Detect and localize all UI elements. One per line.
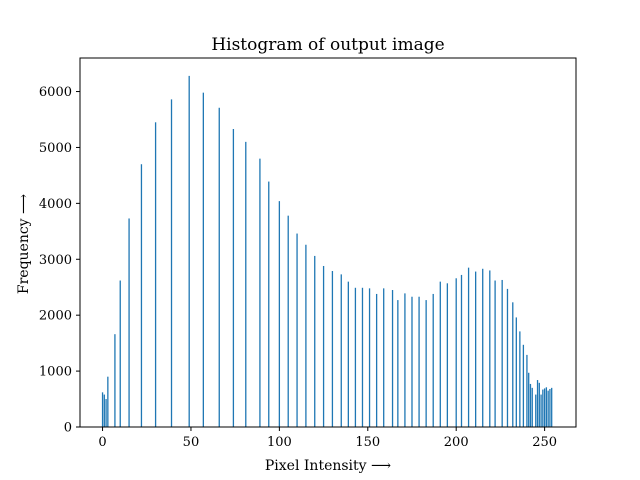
histogram-bar	[494, 280, 496, 427]
histogram-bar	[425, 300, 427, 427]
histogram-bar	[542, 389, 544, 427]
histogram-bar	[259, 158, 261, 427]
histogram-bar	[354, 287, 357, 427]
histogram-bar	[107, 376, 109, 427]
histogram-bar	[103, 394, 105, 427]
histogram-bar	[538, 382, 540, 427]
histogram-bar	[128, 218, 130, 427]
histogram-bar	[314, 255, 316, 427]
histogram-bar	[455, 278, 457, 427]
histogram-bar	[529, 383, 532, 427]
histogram-bar	[154, 122, 157, 428]
x-tick-label: 200	[444, 435, 469, 450]
histogram-bar	[446, 283, 449, 427]
histogram-bar	[467, 267, 470, 427]
y-tick-label: 5000	[39, 141, 72, 156]
histogram-bar	[331, 271, 334, 427]
x-tick-label: 250	[532, 435, 557, 450]
x-tick-label: 50	[183, 435, 200, 450]
histogram-bar	[531, 387, 533, 427]
histogram-bar	[432, 293, 434, 427]
histogram-bars	[101, 75, 553, 428]
histogram-bar	[460, 274, 463, 427]
y-tick-label: 4000	[39, 197, 72, 212]
histogram-bar	[245, 141, 247, 428]
histogram-bar	[543, 388, 546, 427]
histogram-bar	[119, 280, 121, 427]
histogram-bar	[322, 265, 325, 427]
histogram-bar	[268, 181, 270, 427]
y-tick-label: 1000	[39, 365, 72, 380]
histogram-bar	[515, 317, 517, 427]
histogram-bar	[535, 394, 537, 427]
histogram-bar	[489, 270, 491, 427]
plot-frame	[79, 57, 577, 428]
y-axis-label: Frequency ⟶	[16, 194, 32, 294]
x-tick-label: 100	[267, 435, 292, 450]
histogram-bar	[439, 281, 441, 427]
histogram-bar	[105, 399, 107, 427]
histogram-bar	[512, 302, 514, 427]
histogram-bar	[232, 129, 235, 427]
histogram-bar	[522, 344, 525, 427]
histogram-bar	[482, 268, 484, 427]
histogram-bar	[528, 372, 530, 427]
x-tick-label: 0	[98, 435, 106, 450]
histogram-bar	[202, 92, 204, 427]
histogram-bar	[368, 288, 371, 427]
histogram-bar	[545, 387, 548, 427]
histogram-bar	[536, 380, 539, 427]
y-tick-label: 0	[64, 421, 72, 436]
histogram-bar	[404, 293, 406, 427]
y-tick-label: 3000	[39, 253, 72, 268]
x-axis-label: Pixel Intensity ⟶	[265, 458, 391, 474]
y-tick-label: 6000	[39, 85, 72, 100]
chart-title: Histogram of output image	[211, 35, 444, 55]
histogram-bar	[375, 293, 378, 427]
histogram-bar	[391, 290, 394, 427]
histogram-bar	[526, 354, 528, 427]
histogram-bar	[305, 244, 307, 427]
histogram-bar	[218, 107, 220, 427]
histogram-bar	[547, 390, 549, 427]
histogram-bar	[411, 296, 413, 427]
y-axis-ticks: 0 1000 2000 3000 4000 5000 6000	[39, 85, 80, 436]
histogram-bar	[101, 392, 104, 427]
histogram-bar	[551, 387, 553, 427]
y-tick-label: 2000	[39, 309, 72, 324]
histogram-bar	[340, 274, 342, 427]
histogram-bar	[418, 296, 420, 427]
x-axis-ticks: 0 50 100 150 200 250	[98, 427, 557, 450]
x-tick-label: 150	[355, 435, 380, 450]
histogram-bar	[506, 288, 509, 427]
histogram-bar	[540, 394, 542, 427]
histogram-bar	[549, 388, 551, 427]
histogram-bar	[296, 233, 298, 427]
histogram-bar	[278, 201, 281, 427]
histogram-bar	[188, 75, 190, 427]
histogram-bar	[361, 287, 364, 427]
histogram-bar	[501, 279, 503, 427]
histogram-bar	[397, 300, 399, 427]
histogram-bar	[519, 331, 521, 427]
histogram-bar	[347, 281, 349, 427]
histogram-bar	[140, 164, 143, 428]
histogram-bar	[114, 334, 116, 427]
histogram-bar	[287, 215, 289, 427]
histogram-bar	[383, 288, 385, 427]
histogram-bar	[170, 99, 173, 428]
histogram-bar	[475, 271, 477, 427]
